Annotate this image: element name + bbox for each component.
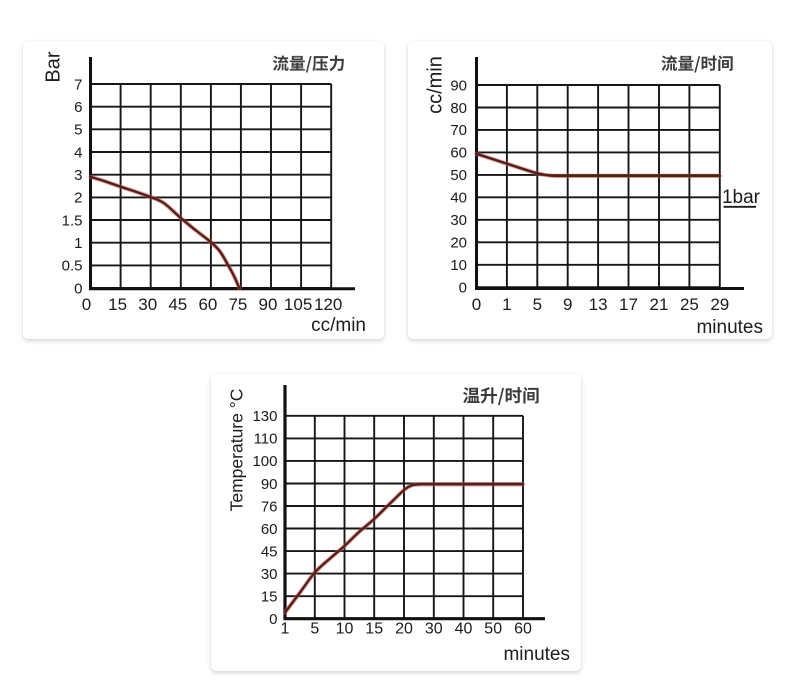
- svg-text:25: 25: [680, 295, 699, 314]
- svg-text:7: 7: [74, 76, 82, 93]
- svg-text:110: 110: [254, 431, 278, 448]
- svg-text:40: 40: [450, 190, 467, 207]
- svg-text:0: 0: [472, 295, 481, 314]
- svg-text:80: 80: [450, 100, 467, 117]
- svg-text:1.5: 1.5: [62, 212, 83, 229]
- svg-text:30: 30: [425, 621, 443, 638]
- svg-text:0: 0: [82, 295, 91, 314]
- svg-text:1: 1: [502, 295, 511, 314]
- svg-text:10: 10: [450, 257, 467, 274]
- svg-text:100: 100: [252, 453, 277, 470]
- svg-text:45: 45: [168, 295, 187, 314]
- svg-text:15: 15: [365, 621, 383, 638]
- svg-text:90: 90: [450, 77, 467, 94]
- svg-text:90: 90: [259, 295, 278, 314]
- svg-text:21: 21: [650, 295, 669, 314]
- svg-text:15: 15: [108, 295, 127, 314]
- svg-text:4: 4: [74, 144, 82, 161]
- svg-text:20: 20: [395, 621, 413, 638]
- svg-text:76: 76: [261, 498, 278, 515]
- svg-text:6: 6: [74, 99, 82, 116]
- svg-text:5: 5: [533, 295, 542, 314]
- svg-text:105: 105: [284, 295, 312, 314]
- svg-text:cc/min: cc/min: [425, 56, 447, 114]
- svg-text:cc/min: cc/min: [311, 315, 366, 336]
- svg-text:60: 60: [198, 295, 217, 314]
- svg-text:17: 17: [619, 295, 638, 314]
- svg-text:minutes: minutes: [696, 317, 763, 338]
- svg-text:5: 5: [310, 621, 319, 638]
- svg-text:0.5: 0.5: [62, 258, 83, 275]
- svg-text:40: 40: [455, 621, 473, 638]
- svg-text:3: 3: [74, 167, 82, 184]
- svg-text:70: 70: [450, 122, 467, 139]
- svg-text:30: 30: [261, 566, 278, 583]
- svg-text:13: 13: [589, 295, 608, 314]
- svg-text:120: 120: [314, 295, 342, 314]
- svg-text:30: 30: [450, 212, 467, 229]
- svg-text:minutes: minutes: [503, 644, 570, 665]
- svg-text:60: 60: [514, 621, 532, 638]
- svg-text:29: 29: [710, 295, 729, 314]
- svg-text:20: 20: [450, 235, 467, 252]
- svg-text:90: 90: [261, 476, 278, 493]
- svg-text:9: 9: [563, 295, 572, 314]
- svg-text:1bar: 1bar: [722, 187, 761, 208]
- svg-text:75: 75: [228, 295, 247, 314]
- svg-text:0: 0: [74, 280, 82, 297]
- svg-text:45: 45: [261, 543, 278, 560]
- svg-text:30: 30: [138, 295, 157, 314]
- svg-text:10: 10: [336, 621, 354, 638]
- svg-text:60: 60: [261, 521, 278, 538]
- svg-text:5: 5: [74, 122, 82, 139]
- svg-text:60: 60: [450, 145, 467, 162]
- svg-text:1: 1: [74, 235, 82, 252]
- svg-text:15: 15: [261, 589, 278, 606]
- svg-text:0: 0: [459, 280, 467, 297]
- svg-text:2: 2: [74, 190, 82, 207]
- svg-text:0: 0: [269, 611, 277, 628]
- svg-text:50: 50: [484, 621, 502, 638]
- svg-text:Bar: Bar: [43, 51, 65, 82]
- svg-text:50: 50: [450, 167, 467, 184]
- svg-text:1: 1: [281, 621, 290, 638]
- svg-text:Temperature °C: Temperature °C: [227, 389, 247, 512]
- svg-text:130: 130: [252, 408, 277, 425]
